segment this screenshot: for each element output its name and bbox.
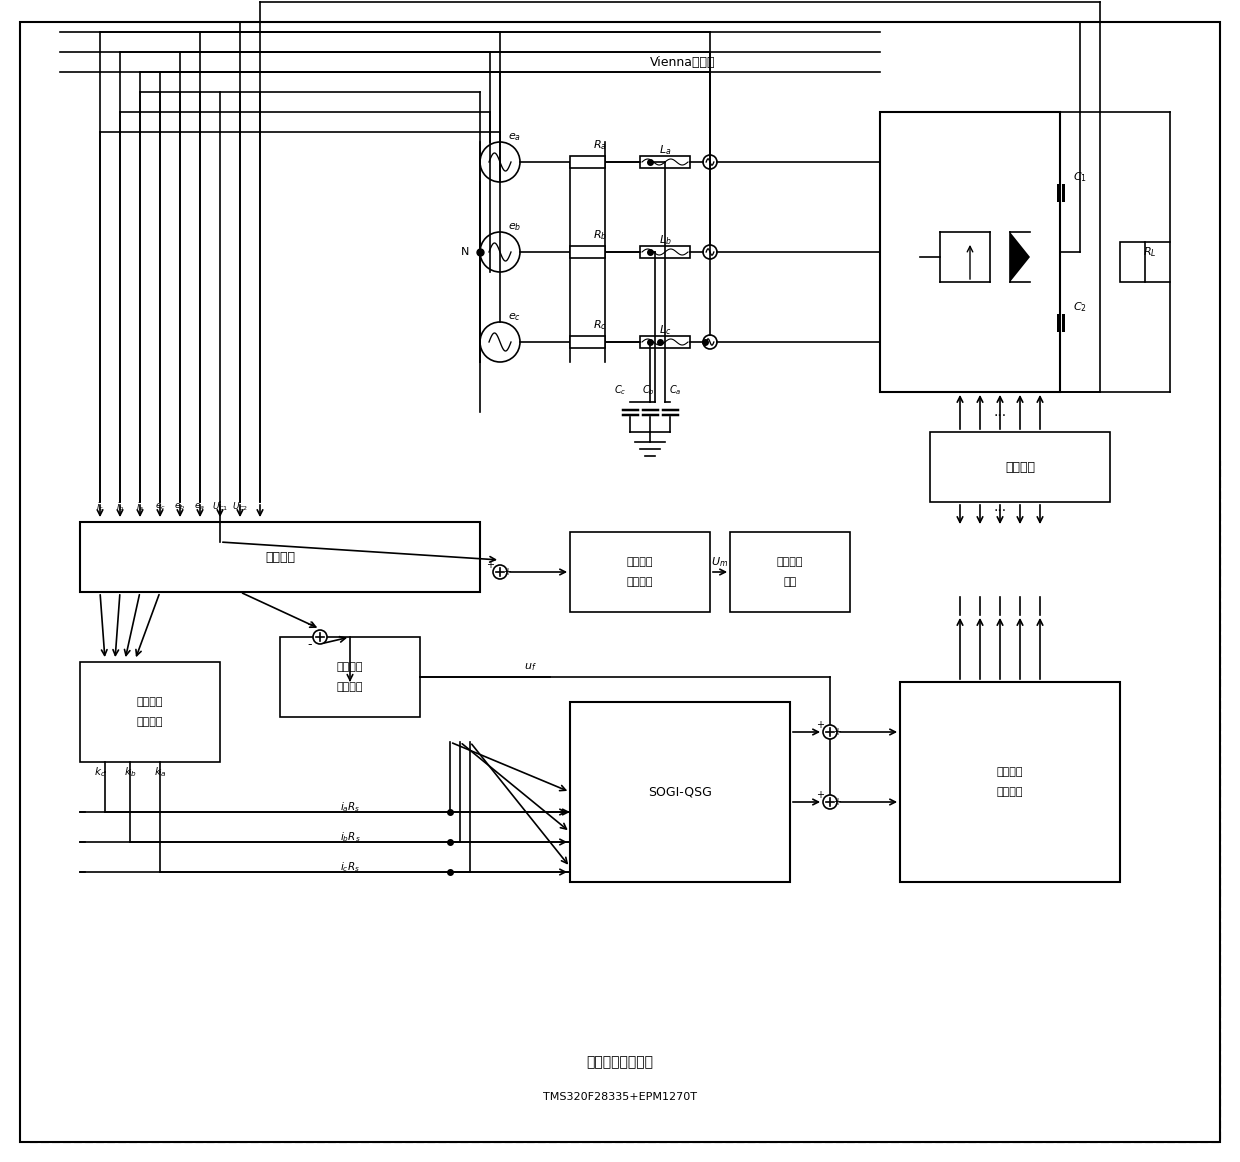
Bar — [570, 156, 605, 168]
Circle shape — [494, 565, 507, 579]
Text: +: + — [306, 621, 314, 630]
Text: 控制单元: 控制单元 — [337, 682, 363, 693]
Text: 数字处理控制模块: 数字处理控制模块 — [587, 1055, 653, 1069]
Bar — [1120, 242, 1145, 282]
Circle shape — [312, 630, 327, 644]
Bar — [30, 462, 1220, 1142]
Text: $U_m$: $U_m$ — [712, 555, 729, 569]
Polygon shape — [1011, 232, 1030, 282]
Bar — [900, 682, 1120, 882]
Bar — [570, 336, 605, 347]
Text: $i_bR_s$: $i_bR_s$ — [340, 830, 361, 844]
Text: $C_a$: $C_a$ — [668, 383, 681, 397]
Text: ...: ... — [993, 500, 1007, 514]
Text: $u_f$: $u_f$ — [523, 661, 537, 673]
Text: $R_b$: $R_b$ — [593, 228, 608, 242]
Text: SOGI-QSG: SOGI-QSG — [649, 786, 712, 798]
Text: 中点电压: 中点电压 — [337, 662, 363, 672]
Text: +: + — [833, 727, 841, 737]
Text: +: + — [816, 720, 825, 730]
Circle shape — [823, 795, 837, 809]
Text: $i_cR_s$: $i_cR_s$ — [340, 860, 360, 874]
Text: $R_a$: $R_a$ — [593, 138, 608, 152]
Text: $e_a$: $e_a$ — [508, 131, 522, 143]
Text: 采样单元: 采样单元 — [265, 551, 295, 564]
Text: 驱动电路: 驱动电路 — [1004, 460, 1035, 473]
Text: $i_c$: $i_c$ — [95, 501, 104, 514]
Text: 计算单元: 计算单元 — [136, 717, 164, 727]
Bar — [570, 246, 605, 258]
Text: $L_c$: $L_c$ — [658, 323, 671, 337]
Text: TMS320F28335+EPM1270T: TMS320F28335+EPM1270T — [543, 1092, 697, 1102]
Text: +: + — [833, 797, 841, 806]
Bar — [379, 42, 1210, 442]
Bar — [880, 112, 1060, 392]
Text: 单元: 单元 — [784, 578, 796, 587]
Text: $k_c$: $k_c$ — [94, 765, 105, 779]
Text: $C_1$: $C_1$ — [1073, 170, 1087, 184]
Text: $L_a$: $L_a$ — [658, 143, 671, 157]
Text: $R_c$: $R_c$ — [593, 318, 606, 332]
Text: $i_a$: $i_a$ — [136, 501, 144, 514]
Text: 补偿系数: 补偿系数 — [136, 697, 164, 706]
Bar — [640, 156, 689, 168]
Text: N: N — [461, 248, 469, 257]
Text: +: + — [503, 567, 511, 578]
Text: $e_b$: $e_b$ — [175, 502, 186, 512]
Text: $L_b$: $L_b$ — [658, 234, 671, 246]
Text: 正弦脉宽: 正弦脉宽 — [997, 767, 1023, 777]
Text: 直流稳压: 直流稳压 — [626, 557, 653, 567]
Text: $C_c$: $C_c$ — [614, 383, 626, 397]
Bar — [81, 662, 219, 762]
Bar — [570, 532, 711, 612]
Text: $R_L$: $R_L$ — [1143, 245, 1157, 259]
Text: $U_{C1}$: $U_{C1}$ — [212, 501, 228, 514]
Bar — [730, 532, 849, 612]
Text: -: - — [308, 638, 312, 652]
Text: $e_c$: $e_c$ — [508, 311, 522, 323]
Bar — [280, 637, 420, 717]
Text: $k_b$: $k_b$ — [124, 765, 136, 779]
Text: Vienna整流器: Vienna整流器 — [650, 56, 715, 69]
Text: $C_2$: $C_2$ — [1073, 300, 1087, 314]
Bar — [570, 702, 790, 882]
Text: +: + — [816, 790, 825, 799]
Bar — [640, 336, 689, 347]
Bar — [640, 246, 689, 258]
Text: $e_a$: $e_a$ — [195, 502, 206, 512]
Text: 载波生成: 载波生成 — [776, 557, 804, 567]
Text: $e_b$: $e_b$ — [508, 221, 522, 232]
Circle shape — [823, 725, 837, 739]
Text: $i_b$: $i_b$ — [115, 501, 124, 514]
Text: $k_a$: $k_a$ — [154, 765, 166, 779]
Text: $U_{C2}$: $U_{C2}$ — [232, 501, 248, 514]
Bar — [81, 522, 480, 591]
Bar — [930, 432, 1110, 502]
Text: 控制单元: 控制单元 — [626, 578, 653, 587]
Text: $e_c$: $e_c$ — [155, 502, 165, 512]
Text: $C_b$: $C_b$ — [641, 383, 655, 397]
Text: +: + — [486, 560, 494, 571]
Text: $i_aR_s$: $i_aR_s$ — [340, 801, 361, 813]
Text: ...: ... — [993, 406, 1007, 419]
Text: 调制单元: 调制单元 — [997, 787, 1023, 797]
